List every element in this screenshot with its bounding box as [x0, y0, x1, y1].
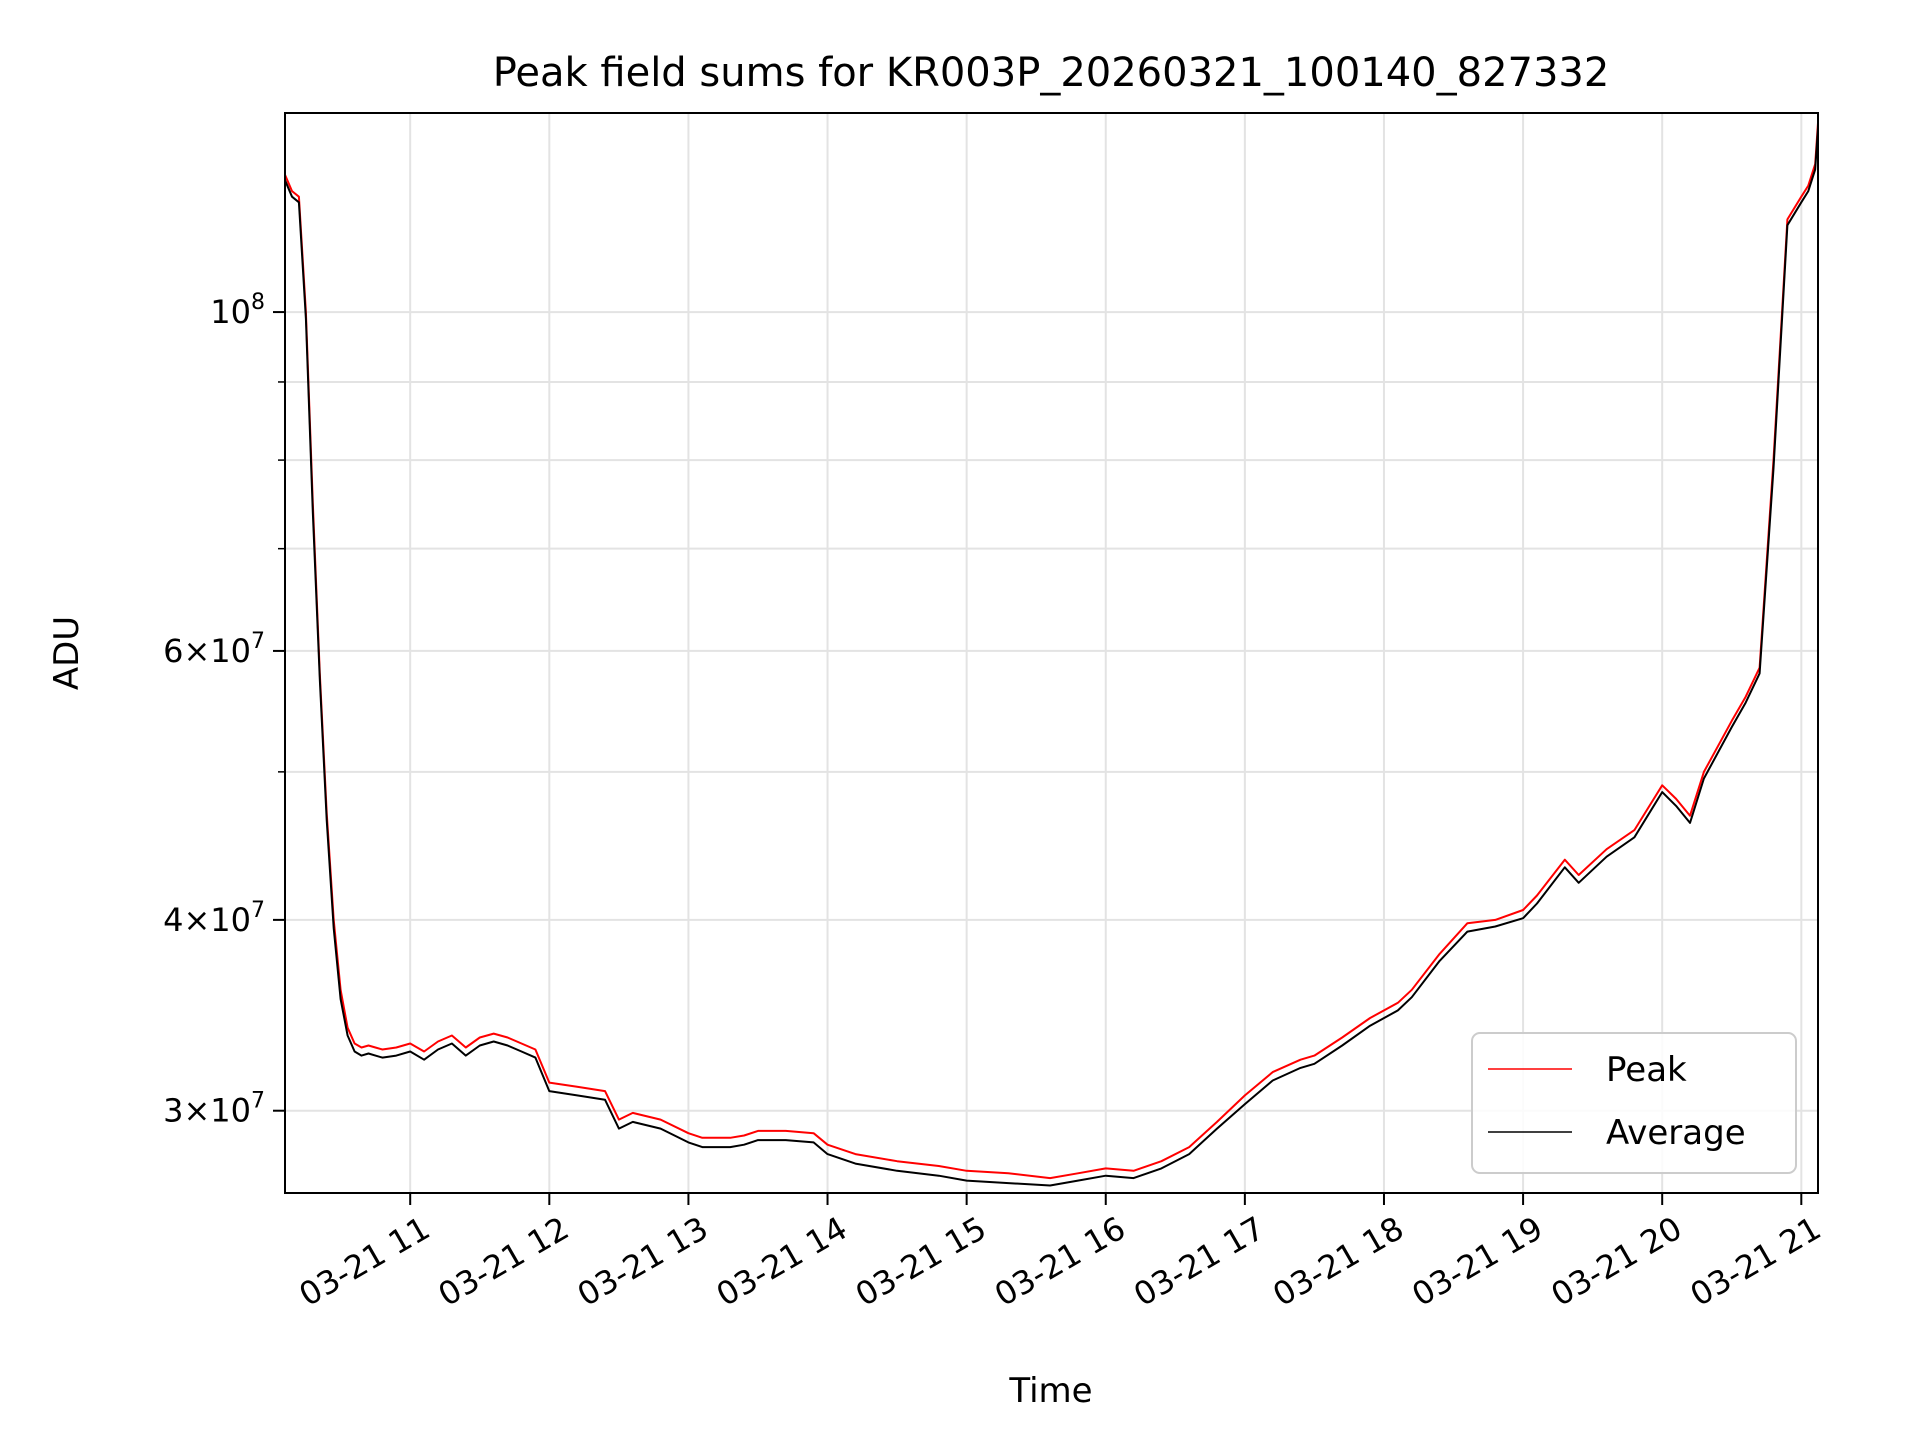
y-axis: 3×107 4×107 6×107 108 — [163, 290, 285, 1130]
legend-box — [1471, 1032, 1797, 1174]
chart-title: Peak field sums for KR003P_20260321_1001… — [493, 50, 1610, 96]
y-axis-label: ADU — [47, 616, 87, 690]
series-line-average — [284, 127, 1819, 1187]
plot-frame — [284, 112, 1819, 1194]
y-tick-label: 3×107 — [163, 1089, 265, 1130]
x-axis-label: Time — [1008, 1371, 1092, 1411]
series-line-peak — [284, 122, 1819, 1180]
grid — [285, 113, 1818, 1193]
series-layer — [284, 122, 1819, 1187]
y-tick-label: 4×107 — [163, 898, 265, 939]
y-tick-label: 108 — [210, 290, 265, 331]
legend-label-average: Average — [1606, 1113, 1746, 1153]
y-tick-label: 6×107 — [163, 629, 265, 670]
legend: Peak Average — [1471, 1032, 1797, 1174]
legend-label-peak: Peak — [1606, 1050, 1687, 1090]
